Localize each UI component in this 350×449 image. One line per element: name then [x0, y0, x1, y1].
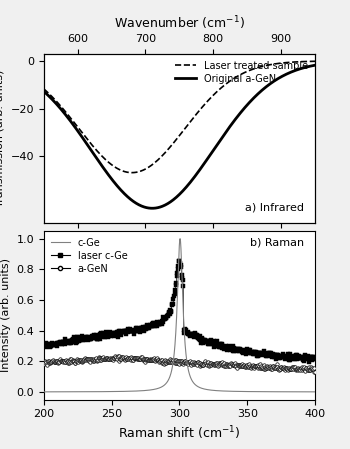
Original a-GeN	[313, 62, 317, 68]
Original a-GeN	[150, 206, 155, 211]
Laser treated sample	[202, 102, 206, 108]
Legend: Laser treated sample, Original a-GeN: Laser treated sample, Original a-GeN	[173, 59, 310, 86]
X-axis label: Raman shift (cm$^{-1}$): Raman shift (cm$^{-1}$)	[118, 425, 240, 442]
X-axis label: Wavenumber (cm$^{-1}$): Wavenumber (cm$^{-1}$)	[114, 15, 245, 32]
Laser treated sample	[313, 58, 317, 64]
Original a-GeN	[111, 179, 116, 184]
Laser treated sample	[42, 86, 46, 92]
Laser treated sample	[165, 148, 169, 154]
Laser treated sample	[130, 170, 134, 176]
Laser treated sample	[111, 163, 116, 169]
Y-axis label: Intensity (arb. units): Intensity (arb. units)	[1, 258, 11, 372]
Y-axis label: Transmission (arb. units): Transmission (arb. units)	[0, 70, 5, 207]
Line: Laser treated sample: Laser treated sample	[44, 61, 315, 173]
Line: Original a-GeN: Original a-GeN	[44, 65, 315, 208]
Original a-GeN	[90, 149, 94, 154]
Text: a) Infrared: a) Infrared	[245, 202, 304, 212]
Original a-GeN	[246, 101, 251, 106]
Text: b) Raman: b) Raman	[250, 238, 304, 248]
Laser treated sample	[246, 68, 251, 74]
Legend: c-Ge, laser c-Ge, a-GeN: c-Ge, laser c-Ge, a-GeN	[49, 236, 130, 276]
Original a-GeN	[223, 130, 228, 136]
Laser treated sample	[90, 142, 94, 147]
Original a-GeN	[202, 161, 206, 167]
Original a-GeN	[165, 202, 169, 207]
Original a-GeN	[42, 88, 46, 94]
Laser treated sample	[223, 82, 228, 87]
